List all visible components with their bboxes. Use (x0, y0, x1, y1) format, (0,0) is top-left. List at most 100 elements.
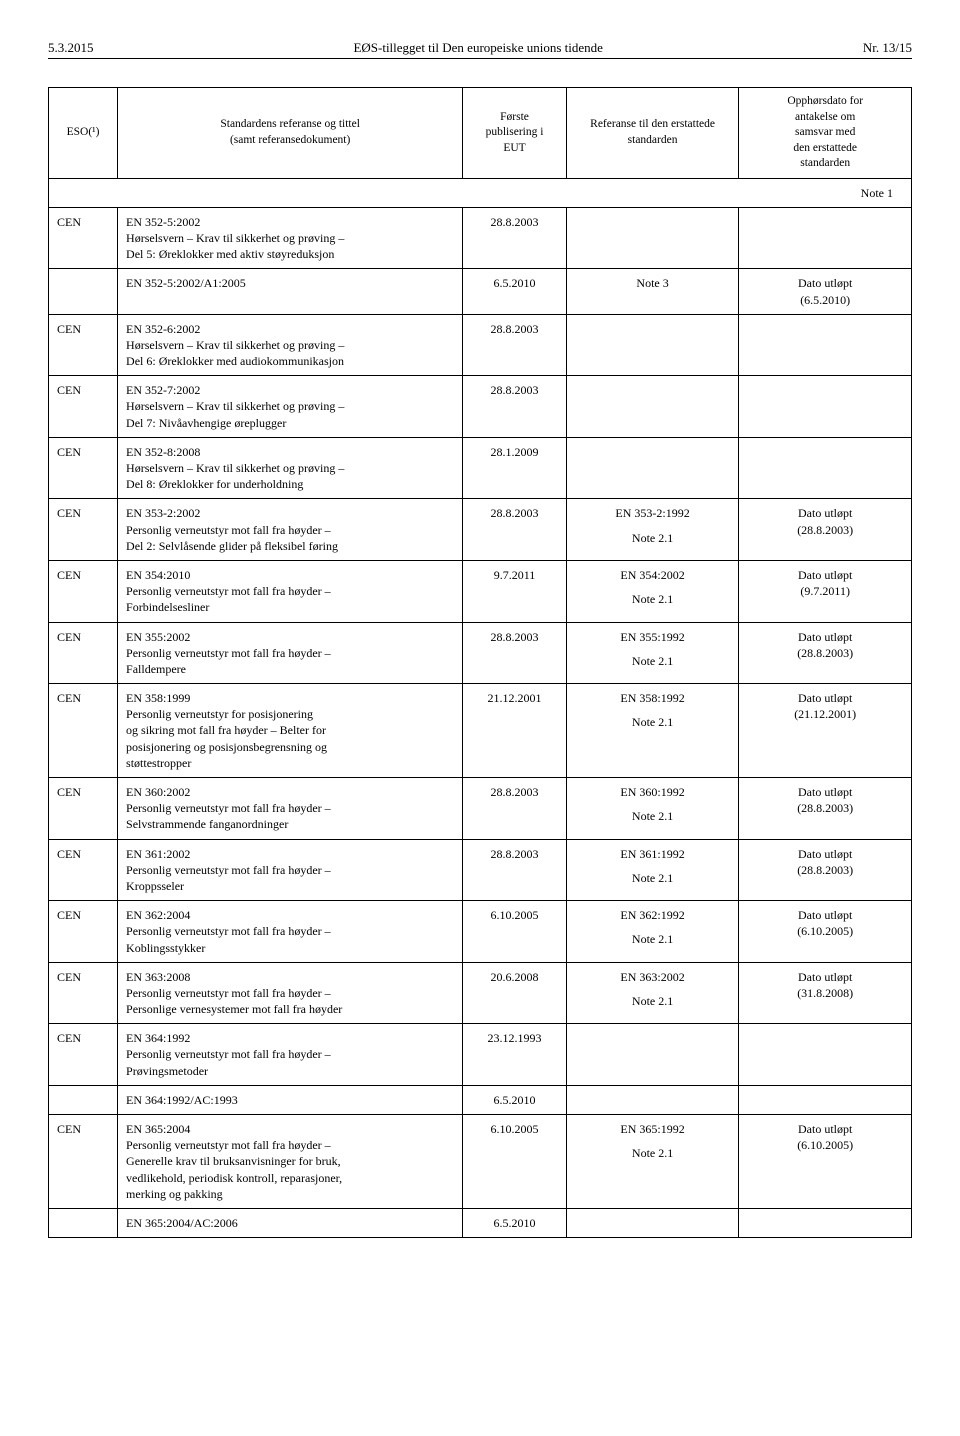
cell-eso: CEN (49, 499, 118, 561)
th-superseded: Referanse til den erstattedestandarden (566, 88, 739, 179)
table-row: CENEN 352-7:2002Hørselsvern – Krav til s… (49, 376, 912, 438)
cell-first-pub: 28.8.2003 (463, 778, 567, 840)
table-row: CENEN 364:1992Personlig verneutstyr mot … (49, 1024, 912, 1086)
cell-cessation (739, 1085, 912, 1114)
cell-reference: EN 352-7:2002Hørselsvern – Krav til sikk… (118, 376, 463, 438)
table-head-row: ESO(¹) Standardens referanse og tittel(s… (49, 88, 912, 179)
cell-cessation: Dato utløpt(31.8.2008) (739, 962, 912, 1024)
cell-first-pub: 6.5.2010 (463, 1208, 567, 1237)
cell-reference: EN 365:2004Personlig verneutstyr mot fal… (118, 1115, 463, 1209)
cell-superseded (566, 376, 739, 438)
cell-reference: EN 364:1992/AC:1993 (118, 1085, 463, 1114)
cell-reference: EN 364:1992Personlig verneutstyr mot fal… (118, 1024, 463, 1086)
superseded-ref: EN 363:2002 (575, 969, 731, 985)
cell-cessation: Dato utløpt(21.12.2001) (739, 684, 912, 778)
cell-reference: EN 352-5:2002/A1:2005 (118, 269, 463, 314)
cell-superseded (566, 207, 739, 269)
table-row: CENEN 352-6:2002Hørselsvern – Krav til s… (49, 314, 912, 376)
table-row: EN 364:1992/AC:19936.5.2010 (49, 1085, 912, 1114)
cell-reference: EN 358:1999Personlig verneutstyr for pos… (118, 684, 463, 778)
table-row: EN 365:2004/AC:20066.5.2010 (49, 1208, 912, 1237)
superseded-note: Note 2.1 (575, 993, 731, 1009)
cell-first-pub: 6.5.2010 (463, 1085, 567, 1114)
cell-cessation: Dato utløpt(6.10.2005) (739, 901, 912, 963)
cell-first-pub: 6.10.2005 (463, 901, 567, 963)
cell-cessation (739, 207, 912, 269)
cell-reference: EN 365:2004/AC:2006 (118, 1208, 463, 1237)
cell-superseded: EN 361:1992 Note 2.1 (566, 839, 739, 901)
cell-superseded: EN 358:1992 Note 2.1 (566, 684, 739, 778)
superseded-note: Note 2.1 (575, 653, 731, 669)
cell-eso: CEN (49, 839, 118, 901)
cell-cessation: Dato utløpt(6.5.2010) (739, 269, 912, 314)
cell-superseded (566, 1208, 739, 1237)
cell-first-pub: 28.8.2003 (463, 314, 567, 376)
table-body: CENEN 352-5:2002Hørselsvern – Krav til s… (49, 207, 912, 1237)
table-row: CENEN 353-2:2002Personlig verneutstyr mo… (49, 499, 912, 561)
superseded-note: Note 2.1 (575, 931, 731, 947)
cell-reference: EN 353-2:2002Personlig verneutstyr mot f… (118, 499, 463, 561)
cell-reference: EN 352-8:2008Hørselsvern – Krav til sikk… (118, 437, 463, 499)
header-date: 5.3.2015 (48, 40, 94, 56)
cell-first-pub: 28.8.2003 (463, 622, 567, 684)
cell-reference: EN 355:2002Personlig verneutstyr mot fal… (118, 622, 463, 684)
superseded-note: Note 2.1 (575, 870, 731, 886)
superseded-note: Note 2.1 (575, 591, 731, 607)
cell-eso: CEN (49, 901, 118, 963)
cell-superseded: EN 365:1992 Note 2.1 (566, 1115, 739, 1209)
cell-reference: EN 352-6:2002Hørselsvern – Krav til sikk… (118, 314, 463, 376)
th-reference: Standardens referanse og tittel(samt ref… (118, 88, 463, 179)
superseded-note: Note 2.1 (575, 1145, 731, 1161)
cell-cessation (739, 437, 912, 499)
cell-first-pub: 9.7.2011 (463, 560, 567, 622)
table-row: CENEN 354:2010Personlig verneutstyr mot … (49, 560, 912, 622)
cell-cessation (739, 1208, 912, 1237)
superseded-ref: EN 360:1992 (575, 784, 731, 800)
table-row: CENEN 360:2002Personlig verneutstyr mot … (49, 778, 912, 840)
th-eso: ESO(¹) (49, 88, 118, 179)
cell-eso: CEN (49, 962, 118, 1024)
cell-eso (49, 269, 118, 314)
superseded-note: Note 2.1 (575, 714, 731, 730)
superseded-ref: EN 361:1992 (575, 846, 731, 862)
cell-cessation: Dato utløpt(28.8.2003) (739, 778, 912, 840)
superseded-ref: EN 358:1992 (575, 690, 731, 706)
cell-eso: CEN (49, 778, 118, 840)
cell-reference: EN 361:2002Personlig verneutstyr mot fal… (118, 839, 463, 901)
note1-row: Note 1 (49, 178, 912, 207)
cell-eso: CEN (49, 207, 118, 269)
cell-superseded (566, 1024, 739, 1086)
cell-superseded (566, 314, 739, 376)
cell-first-pub: 28.8.2003 (463, 376, 567, 438)
cell-first-pub: 23.12.1993 (463, 1024, 567, 1086)
header-page: Nr. 13/15 (863, 40, 912, 56)
th-cessation: Opphørsdato forantakelse omsamsvar medde… (739, 88, 912, 179)
superseded-ref: EN 355:1992 (575, 629, 731, 645)
cell-first-pub: 6.10.2005 (463, 1115, 567, 1209)
cell-superseded (566, 1085, 739, 1114)
table-row: CENEN 362:2004Personlig verneutstyr mot … (49, 901, 912, 963)
cell-superseded (566, 437, 739, 499)
cell-cessation: Dato utløpt(9.7.2011) (739, 560, 912, 622)
cell-reference: EN 362:2004Personlig verneutstyr mot fal… (118, 901, 463, 963)
cell-first-pub: 28.8.2003 (463, 839, 567, 901)
cell-first-pub: 28.8.2003 (463, 499, 567, 561)
superseded-note: Note 2.1 (575, 530, 731, 546)
table-row: CENEN 355:2002Personlig verneutstyr mot … (49, 622, 912, 684)
cell-cessation (739, 376, 912, 438)
page-header: 5.3.2015 EØS-tillegget til Den europeisk… (48, 40, 912, 59)
cell-cessation: Dato utløpt(28.8.2003) (739, 499, 912, 561)
cell-first-pub: 28.1.2009 (463, 437, 567, 499)
cell-cessation: Dato utløpt(28.8.2003) (739, 839, 912, 901)
cell-superseded: Note 3 (566, 269, 739, 314)
standards-table: ESO(¹) Standardens referanse og tittel(s… (48, 87, 912, 1238)
cell-eso: CEN (49, 560, 118, 622)
cell-eso (49, 1085, 118, 1114)
table-row: CENEN 352-5:2002Hørselsvern – Krav til s… (49, 207, 912, 269)
superseded-ref: EN 365:1992 (575, 1121, 731, 1137)
cell-superseded: EN 353-2:1992Note 2.1 (566, 499, 739, 561)
cell-reference: EN 352-5:2002Hørselsvern – Krav til sikk… (118, 207, 463, 269)
cell-eso: CEN (49, 684, 118, 778)
cell-eso: CEN (49, 1115, 118, 1209)
cell-reference: EN 360:2002Personlig verneutstyr mot fal… (118, 778, 463, 840)
